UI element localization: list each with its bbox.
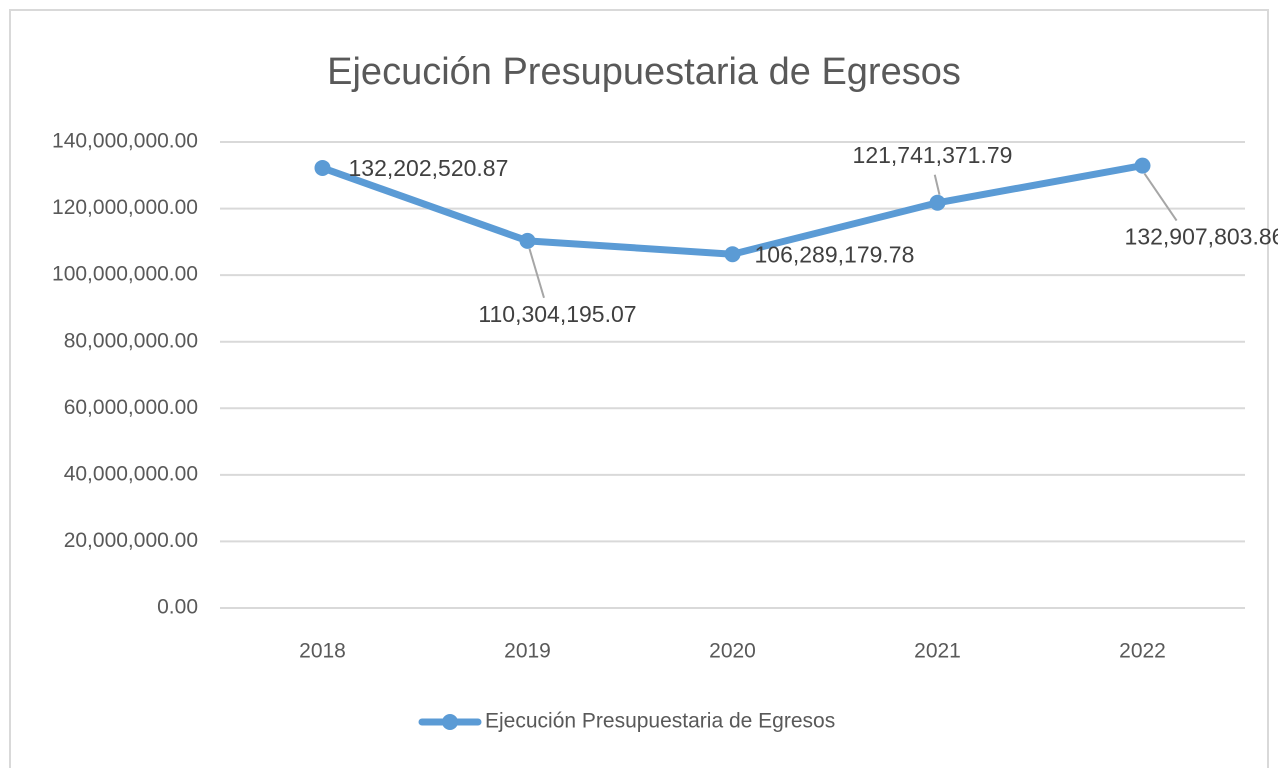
y-tick-label: 0.00	[157, 596, 198, 619]
legend-marker	[442, 714, 458, 730]
x-tick-label: 2018	[299, 640, 346, 663]
data-label: 121,741,371.79	[853, 142, 1013, 168]
y-tick-label: 40,000,000.00	[64, 462, 198, 485]
y-tick-label: 60,000,000.00	[64, 396, 198, 419]
data-label: 110,304,195.07	[478, 301, 636, 327]
data-label: 132,202,520.87	[349, 155, 509, 181]
leader-line	[528, 248, 545, 299]
data-point	[314, 159, 331, 176]
x-tick-label: 2019	[504, 640, 551, 663]
legend-label: Ejecución Presupuestaria de Egresos	[485, 710, 835, 733]
data-point	[929, 194, 946, 211]
y-tick-label: 140,000,000.00	[52, 130, 198, 153]
leader-line	[933, 174, 941, 196]
leader-line	[1143, 173, 1178, 222]
data-point	[724, 246, 741, 263]
y-tick-label: 120,000,000.00	[52, 196, 198, 219]
x-tick-label: 2021	[914, 640, 961, 663]
x-tick-label: 2020	[709, 640, 756, 663]
chart-title: Ejecución Presupuestaria de Egresos	[327, 51, 961, 93]
y-tick-label: 100,000,000.00	[52, 263, 198, 286]
y-tick-label: 20,000,000.00	[64, 529, 198, 552]
x-tick-label: 2022	[1119, 640, 1166, 663]
y-tick-label: 80,000,000.00	[64, 329, 198, 352]
data-point	[519, 232, 536, 249]
chart-border	[9, 9, 1269, 768]
data-label: 132,907,803.86	[1125, 224, 1278, 250]
data-label: 106,289,179.78	[755, 241, 915, 267]
data-point	[1134, 157, 1151, 174]
